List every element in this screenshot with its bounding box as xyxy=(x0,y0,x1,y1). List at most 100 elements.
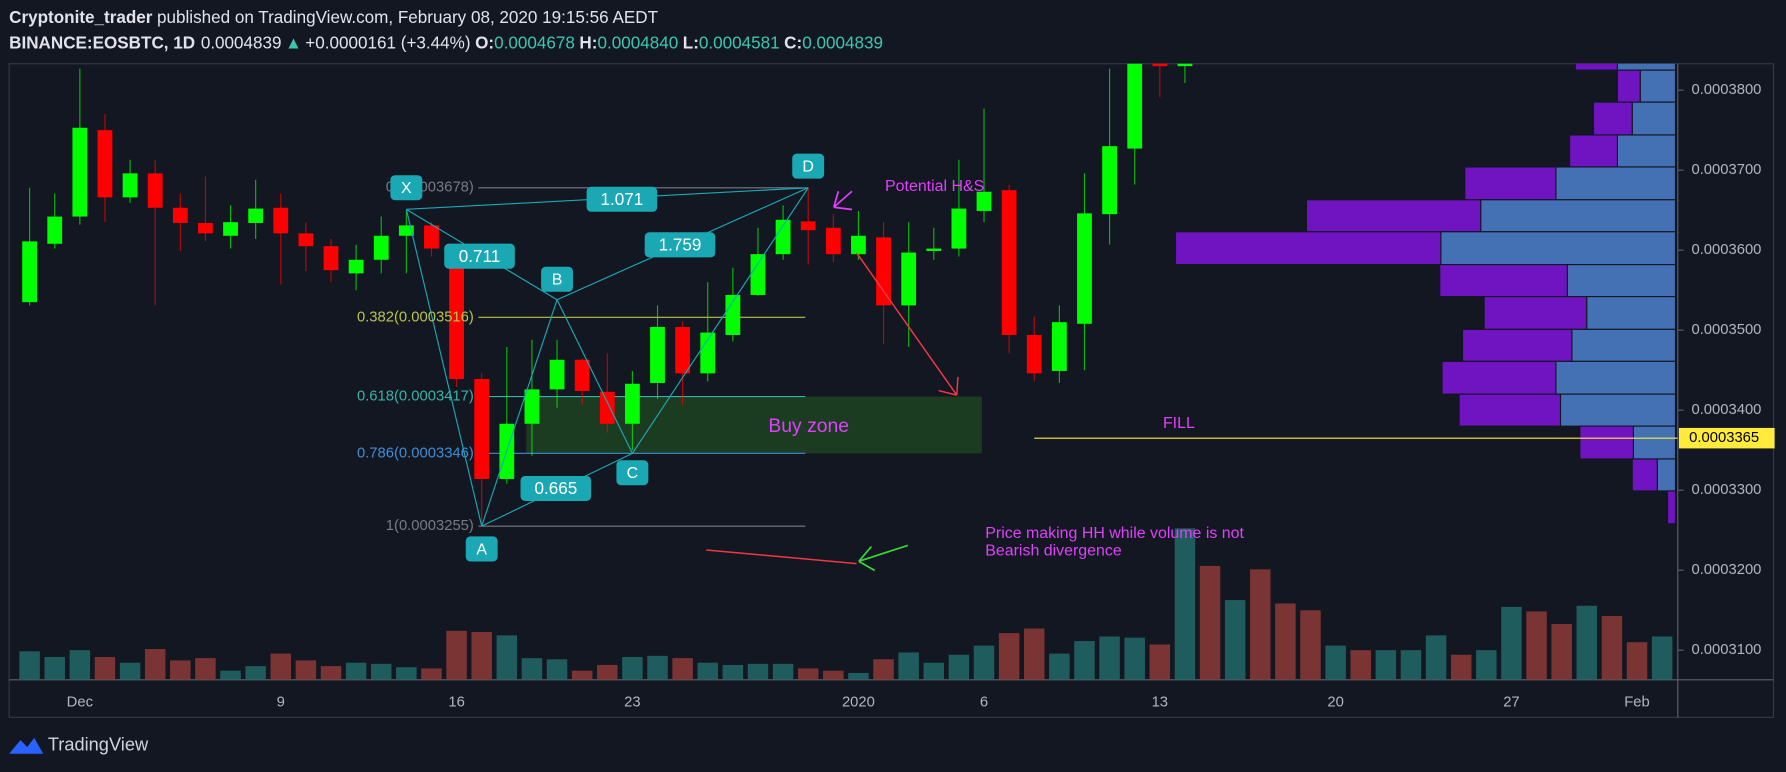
profile-bar xyxy=(1631,101,1677,136)
volume-bar xyxy=(170,660,191,680)
plot xyxy=(19,63,1678,680)
volume-bar xyxy=(1049,653,1070,680)
candle-body xyxy=(675,326,691,374)
arrow: ▲ xyxy=(285,33,302,52)
volume-bar xyxy=(1300,610,1321,680)
hs-text: Potential H&S xyxy=(885,178,984,195)
volume-bar xyxy=(546,659,568,680)
c-value: 0.0004839 xyxy=(802,33,883,52)
y-tick-label: 0.0003400 xyxy=(1691,402,1761,418)
candle-body xyxy=(348,259,364,274)
candle-body xyxy=(876,237,891,306)
volume-bar xyxy=(396,667,417,680)
profile-bar xyxy=(1631,458,1658,492)
volume-bar xyxy=(923,662,945,680)
volume-bar xyxy=(973,645,995,680)
fib-label: 1(0.0003255) xyxy=(386,518,474,534)
candle-body xyxy=(47,216,63,244)
candle-body xyxy=(549,359,565,390)
volume-bar xyxy=(1425,635,1447,680)
volume-bar xyxy=(1526,611,1547,680)
header-line: Cryptonite_trader published on TradingVie… xyxy=(9,8,658,27)
l-label: L: xyxy=(683,33,699,52)
candle-body xyxy=(97,130,113,198)
profile-bar xyxy=(1439,263,1568,298)
candle-body xyxy=(700,332,716,374)
volume-bar xyxy=(571,670,593,680)
profile-bar xyxy=(1632,425,1677,460)
y-tick-label: 0.0003700 xyxy=(1691,162,1761,178)
volume-bar xyxy=(1074,641,1095,680)
candle-body xyxy=(825,227,841,255)
last: 0.0004839 xyxy=(201,33,282,52)
pattern-point-label: X xyxy=(401,180,412,197)
volume-bar xyxy=(1601,616,1623,680)
x-tick-label: 9 xyxy=(277,694,285,710)
candle-body xyxy=(725,294,741,335)
volume-bar xyxy=(144,649,166,680)
fib-label: 0.786(0.0003346) xyxy=(357,445,474,461)
x-tick-label: 23 xyxy=(624,694,640,710)
y-tick-label: 0.0003500 xyxy=(1691,322,1761,338)
change: +0.0000161 (+3.44%) xyxy=(305,33,470,52)
profile-bar xyxy=(1440,231,1677,266)
candle-body xyxy=(122,173,138,198)
candle-body xyxy=(976,191,992,211)
profile-bar xyxy=(1555,360,1677,395)
candle-body xyxy=(474,378,490,479)
volume-bar xyxy=(245,666,266,680)
volume-bar xyxy=(1275,603,1296,680)
ratio-box xyxy=(644,232,716,258)
candle-body xyxy=(298,233,314,247)
volume-bar xyxy=(320,666,342,680)
profile-bar xyxy=(1639,69,1677,103)
pattern-point-label: B xyxy=(552,272,563,289)
candle-body xyxy=(599,391,615,424)
volume-bar xyxy=(44,656,65,680)
hs-arrow xyxy=(832,190,853,211)
candle-body xyxy=(198,222,213,234)
volume-bar xyxy=(421,668,442,680)
candle-body xyxy=(248,208,264,223)
ratio-box xyxy=(520,475,592,502)
profile-bar xyxy=(1174,231,1442,266)
y-tick-label: 0.0003200 xyxy=(1691,562,1761,578)
candle-body xyxy=(851,235,866,255)
buy-zone xyxy=(526,396,982,454)
buy-zone-text: Buy zone xyxy=(768,415,849,437)
profile-bar xyxy=(1579,425,1634,460)
volume-bar xyxy=(270,653,292,680)
logo: TradingView xyxy=(9,735,149,755)
symbol-line: BINANCE:EOSBTC, 1D 0.0004839 ▲ +0.0000161 (… xyxy=(9,33,883,52)
pattern-line xyxy=(405,209,483,527)
volume-bar xyxy=(647,655,668,680)
candle-body xyxy=(650,326,665,383)
candle-body xyxy=(1051,322,1067,371)
y-tick-label: 0.0003300 xyxy=(1691,482,1761,498)
fib-label: 0.382(0.0003516) xyxy=(357,309,474,325)
profile-bar xyxy=(1571,328,1677,362)
profile-bar xyxy=(1586,295,1677,330)
pattern-point xyxy=(792,153,825,179)
volume-bar xyxy=(1400,650,1422,680)
y-tick-label: 0.0003100 xyxy=(1691,642,1761,658)
profile-bar xyxy=(1616,69,1641,103)
profile-bar xyxy=(1461,328,1573,362)
profile-bar xyxy=(1656,458,1677,492)
candle-body xyxy=(449,248,464,379)
profile-bar xyxy=(1441,360,1557,395)
volume-bar xyxy=(496,635,518,680)
volume-bar xyxy=(1023,628,1045,680)
volume-bar xyxy=(1124,637,1145,680)
pattern-line xyxy=(481,299,558,527)
candle-body xyxy=(223,222,238,236)
fib-label: 0.618(0.0003417) xyxy=(357,388,474,404)
volume-bar xyxy=(873,659,894,680)
volume-bar xyxy=(19,651,40,680)
price-tag xyxy=(1678,427,1775,449)
profile-bar xyxy=(1592,101,1633,136)
profile-bar xyxy=(1464,166,1557,201)
candle-body xyxy=(800,221,816,231)
